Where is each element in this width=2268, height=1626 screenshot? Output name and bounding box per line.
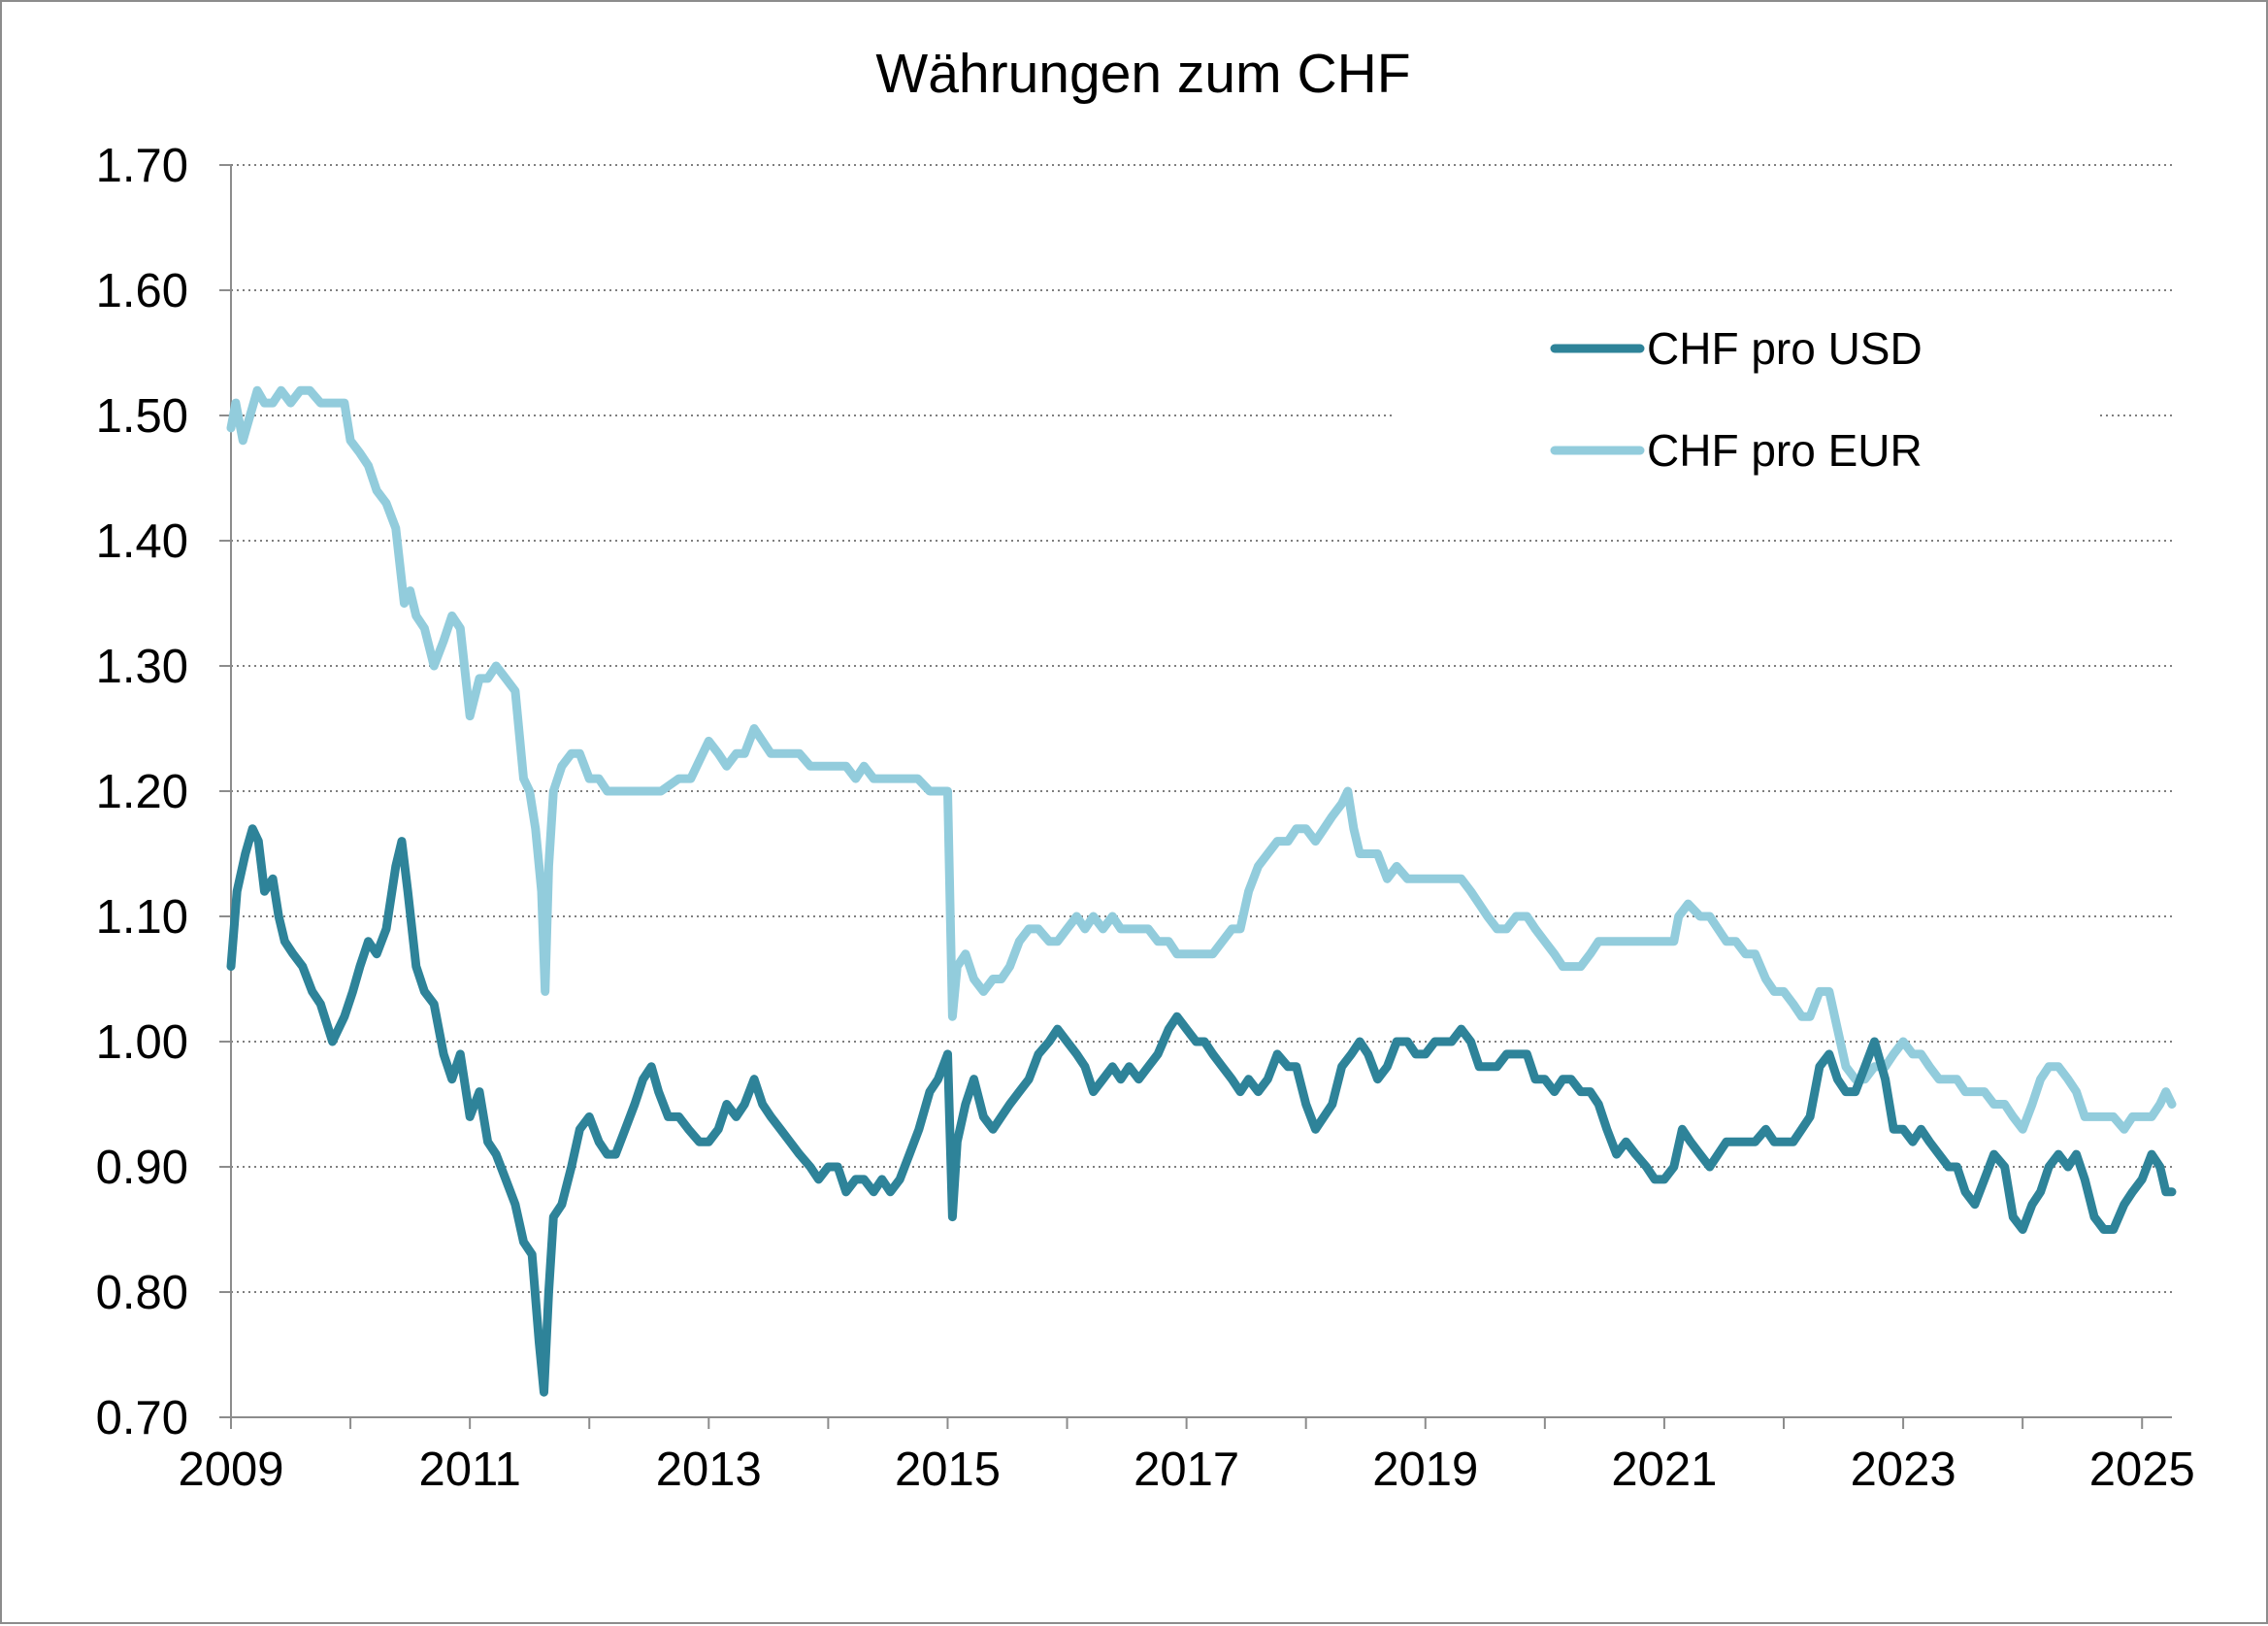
legend-label: CHF pro EUR bbox=[1647, 425, 1923, 476]
x-tick-label: 2013 bbox=[656, 1443, 762, 1496]
y-tick-label: 1.60 bbox=[96, 265, 188, 317]
series-lines bbox=[226, 385, 2177, 1397]
y-tick-label: 1.20 bbox=[96, 766, 188, 818]
x-tick-label: 2011 bbox=[418, 1443, 520, 1496]
series-line-chf-pro-eur bbox=[226, 385, 2177, 1134]
y-tick-label: 0.80 bbox=[96, 1267, 188, 1319]
legend-background bbox=[1396, 293, 2096, 468]
axes: 0.70 0.80 0.90 1.00 1.10 1.20 1.30 1.40 1.50 1.60… bbox=[96, 140, 2195, 1496]
y-tick-label: 1.10 bbox=[96, 891, 188, 944]
legend-label: CHF pro USD bbox=[1647, 323, 1923, 374]
x-tick-label: 2021 bbox=[1611, 1443, 1717, 1496]
x-tick-label: 2009 bbox=[178, 1443, 283, 1496]
legend: CHF pro USD CHF pro EUR bbox=[1396, 293, 2096, 476]
x-tick-label: 2025 bbox=[2089, 1443, 2195, 1496]
chart-title: Währungen zum CHF bbox=[875, 43, 1410, 105]
y-tick-label: 0.70 bbox=[96, 1392, 188, 1444]
x-tick-label: 2019 bbox=[1372, 1443, 1478, 1496]
y-tick-label: 0.90 bbox=[96, 1142, 188, 1194]
x-tick-label: 2023 bbox=[1851, 1443, 1956, 1496]
series-line-chf-pro-usd bbox=[226, 824, 2177, 1397]
y-tick-label: 1.30 bbox=[96, 641, 188, 693]
x-tick-label: 2017 bbox=[1134, 1443, 1239, 1496]
y-tick-label: 1.70 bbox=[96, 140, 188, 192]
x-tick-label: 2015 bbox=[895, 1443, 1001, 1496]
y-tick-label: 1.40 bbox=[96, 515, 188, 568]
y-tick-label: 1.50 bbox=[96, 390, 188, 443]
y-tick-label: 1.00 bbox=[96, 1016, 188, 1069]
